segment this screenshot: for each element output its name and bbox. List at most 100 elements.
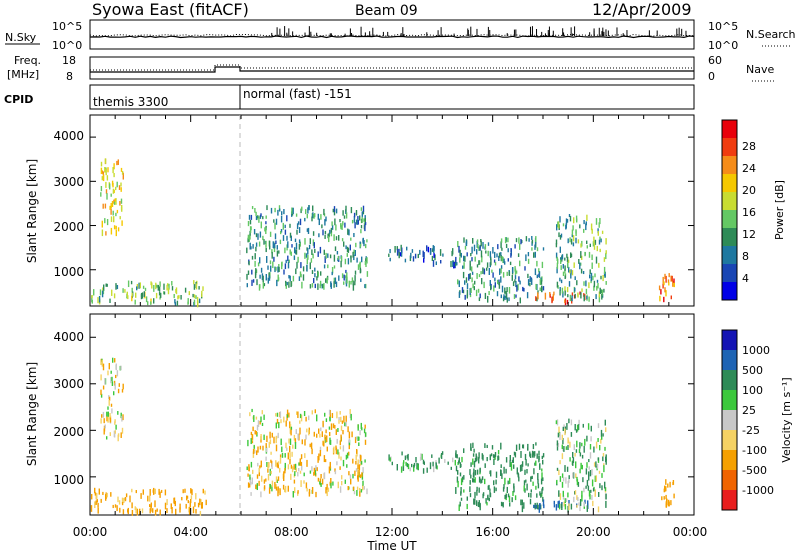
velocity-echo — [270, 459, 272, 463]
velocity-echo — [542, 477, 544, 481]
power-echo — [314, 283, 316, 289]
velocity-echo — [279, 467, 281, 473]
velocity-echo — [364, 439, 367, 445]
velocity-echo — [577, 497, 579, 502]
power-echo — [476, 264, 479, 268]
velocity-echo — [326, 490, 328, 497]
power-echo — [524, 266, 526, 271]
velocity-echo — [358, 469, 360, 476]
velocity-echo — [256, 424, 259, 431]
power-echo — [601, 289, 604, 296]
power-echo — [274, 266, 276, 273]
velocity-echo — [277, 432, 279, 439]
power-echo — [536, 297, 538, 302]
power-echo — [596, 245, 598, 252]
velocity-echo — [340, 425, 343, 431]
velocity-echo — [160, 489, 163, 493]
velocity-echo — [304, 453, 306, 459]
power-echo — [265, 274, 267, 281]
velocity-echo — [339, 411, 341, 415]
velocity-echo — [251, 434, 254, 440]
power-echo — [531, 241, 533, 246]
velocity-echo — [363, 428, 366, 434]
velocity-echo — [484, 478, 486, 485]
velocity-echo — [591, 469, 593, 476]
power-echo — [331, 224, 334, 230]
velocity-echo — [355, 461, 357, 465]
power-echo — [500, 294, 502, 299]
power-echo — [593, 236, 595, 244]
velocity-echo — [529, 453, 532, 458]
velocity-echo — [475, 455, 478, 462]
power-echo — [465, 242, 467, 246]
power-echo — [572, 242, 575, 247]
velocity-echo — [344, 479, 346, 484]
velocity-echo — [581, 442, 583, 447]
power-echo — [463, 255, 465, 262]
velocity-echo — [558, 500, 560, 505]
noise-spikes — [271, 26, 687, 36]
power-echo — [294, 247, 296, 254]
velocity-echo — [666, 498, 668, 503]
velocity-echo — [454, 459, 456, 466]
velocity-echo — [114, 430, 116, 434]
velocity-echo — [495, 487, 497, 492]
power-echo — [289, 223, 291, 228]
power-echo — [597, 283, 599, 289]
velocity-echo — [482, 493, 484, 499]
power-echo — [91, 295, 93, 303]
power-echo — [259, 214, 262, 219]
velocity-echo — [557, 501, 559, 508]
power-echo — [583, 294, 585, 302]
power-echo — [353, 212, 356, 218]
velocity-echo — [579, 442, 581, 449]
station-title: Syowa East (fitACF) — [92, 0, 249, 19]
velocity-echo — [664, 485, 666, 493]
power-echo — [590, 272, 593, 277]
velocity-echo — [359, 454, 362, 462]
power-echo — [105, 181, 107, 188]
velocity-echo — [559, 460, 561, 465]
power-echo — [538, 268, 540, 273]
power-echo — [102, 203, 104, 209]
velocity-echo — [279, 411, 282, 419]
power-echo — [112, 167, 114, 174]
velocity-echo — [521, 506, 524, 513]
power-echo — [500, 265, 503, 269]
velocity-echo — [255, 431, 258, 435]
power-echo — [337, 256, 340, 260]
power-echo — [350, 281, 352, 285]
power-echo — [333, 281, 335, 288]
power-panel-frame — [89, 114, 695, 307]
power-echo — [555, 239, 558, 245]
power-echo — [493, 259, 496, 263]
velocity-echo — [115, 374, 117, 379]
power-echo — [160, 292, 162, 298]
power-echo — [306, 258, 308, 265]
power-echo — [506, 287, 508, 293]
velocity-echo — [511, 497, 513, 503]
velocity-y-ticks — [90, 336, 694, 478]
power-echo — [459, 249, 461, 257]
velocity-echo — [329, 481, 331, 486]
velocity-echo — [291, 466, 294, 473]
velocity-echo — [289, 452, 291, 459]
velocity-echo — [541, 488, 543, 494]
velocity-echo — [117, 496, 119, 503]
velocity-echo — [279, 457, 282, 464]
velocity-echo — [292, 444, 294, 449]
velocity-echo — [173, 497, 175, 504]
velocity-echo — [249, 483, 251, 488]
velocity-echo — [534, 462, 536, 466]
velocity-echo — [563, 446, 565, 452]
power-echo — [577, 239, 580, 244]
velocity-echo — [665, 486, 667, 492]
power-echo — [474, 256, 476, 262]
power-echo — [364, 222, 367, 226]
power-echo — [260, 221, 262, 229]
velocity-echo — [263, 479, 266, 484]
velocity-echo — [472, 442, 474, 449]
power-echo — [406, 246, 408, 251]
power-echo — [121, 205, 123, 212]
velocity-echo — [116, 505, 118, 512]
